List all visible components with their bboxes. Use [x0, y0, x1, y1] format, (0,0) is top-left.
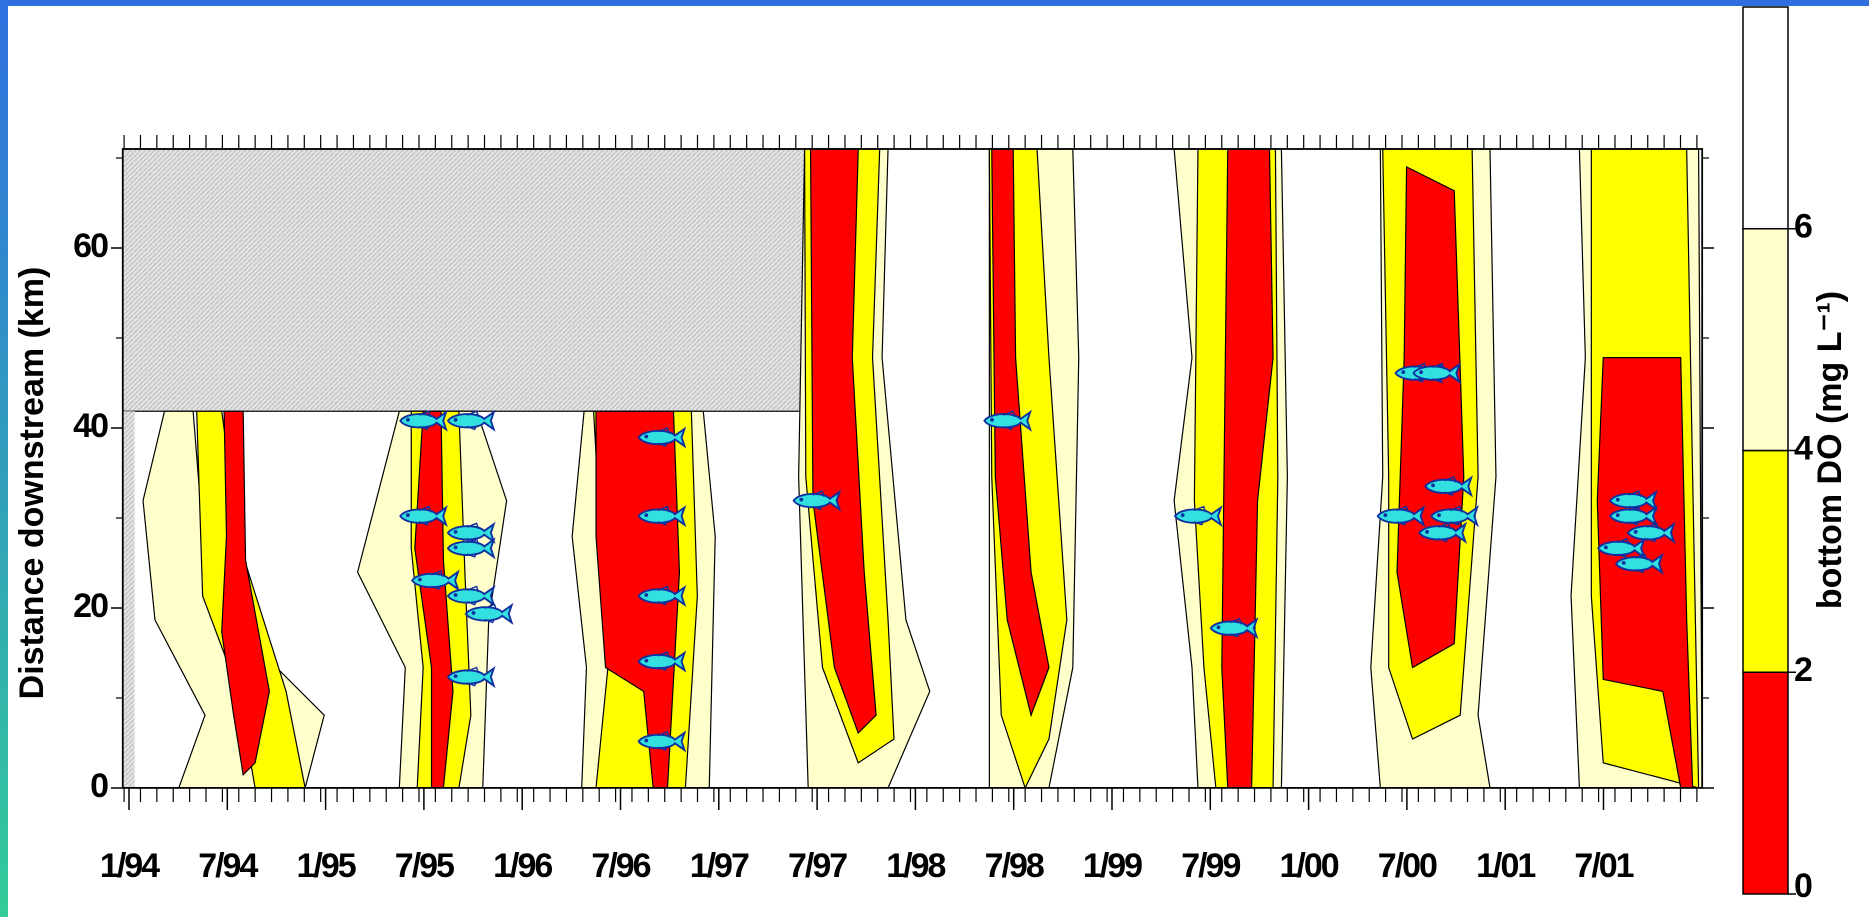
x-tick-label: 7/99 [1181, 847, 1240, 885]
x-tick-label: 7/01 [1574, 847, 1633, 885]
colorbar-swatch [1742, 228, 1789, 452]
contour-field [121, 148, 1704, 790]
colorbar-swatch [1742, 6, 1789, 230]
x-tick-label: 7/94 [198, 847, 258, 885]
colorbar-swatch [1742, 449, 1789, 673]
y-axis-label: Distance downstream (km) [13, 267, 51, 700]
x-tick-label: 7/96 [591, 847, 650, 885]
y-tick-label: 60 [73, 227, 108, 265]
colorbar-label: bottom DO (mg L⁻¹) [1811, 291, 1849, 609]
x-tick-label: 1/97 [690, 847, 749, 885]
colorbar-tick-label: 6 [1794, 208, 1813, 246]
colorbar-tick-label: 2 [1794, 651, 1813, 689]
x-tick-label: 7/00 [1378, 847, 1437, 885]
x-tick-label: 7/98 [985, 847, 1044, 885]
x-tick-label: 1/96 [493, 847, 552, 885]
x-tick-label: 1/99 [1083, 847, 1142, 885]
colorbar-tick-label: 4 [1794, 429, 1813, 467]
x-tick-label: 1/01 [1476, 847, 1535, 885]
no-data-area [122, 148, 806, 412]
x-tick-label: 1/95 [297, 847, 356, 885]
x-tick-label: 7/97 [788, 847, 847, 885]
x-tick-label: 7/95 [395, 847, 454, 885]
y-tick-label: 40 [73, 407, 108, 445]
x-tick-label: 1/94 [100, 847, 160, 885]
plot-frame [121, 148, 1704, 789]
y-tick-label: 20 [73, 587, 108, 625]
x-tick-label: 1/00 [1280, 847, 1339, 885]
y-tick-label: 0 [90, 767, 108, 805]
colorbar-tick-label: 0 [1794, 867, 1813, 905]
colorbar-swatch [1742, 671, 1789, 895]
frame-edge [0, 0, 8, 917]
x-tick-label: 1/98 [886, 847, 945, 885]
